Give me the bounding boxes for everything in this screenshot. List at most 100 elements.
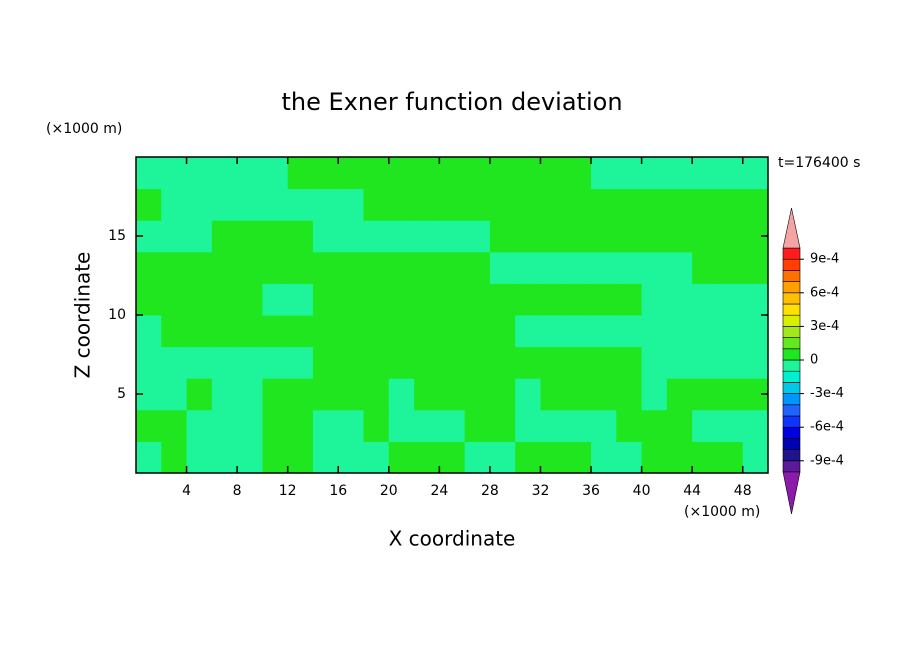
- contour-cell: [515, 188, 541, 221]
- contour-cell: [540, 346, 567, 379]
- contour-cell: [211, 441, 238, 474]
- contour-cell: [439, 409, 466, 442]
- colorbar-box: [782, 382, 801, 394]
- contour-cell: [363, 409, 390, 442]
- contour-cell: [338, 378, 365, 411]
- contour-cell: [414, 378, 440, 411]
- contour-cell: [363, 283, 390, 316]
- contour-cell: [692, 251, 718, 284]
- contour-cell: [591, 346, 617, 379]
- contour-cell: [211, 157, 238, 190]
- contour-cell: [414, 315, 440, 348]
- contour-cell: [338, 315, 365, 348]
- colorbar-box: [782, 314, 801, 327]
- contour-cell: [338, 157, 365, 190]
- contour-cell: [262, 157, 289, 190]
- contour-cell: [489, 346, 516, 379]
- contour-cell: [540, 188, 567, 221]
- contour-cell: [666, 220, 693, 253]
- colorbar-tick-label: 6e-4: [810, 285, 839, 300]
- contour-cell: [515, 315, 541, 348]
- contour-cell: [211, 378, 238, 411]
- contour-cell: [338, 346, 365, 379]
- contour-cell: [692, 346, 718, 379]
- contour-cell: [414, 346, 440, 379]
- colorbar-box: [782, 393, 801, 406]
- contour-cell: [742, 188, 769, 221]
- contour-cell: [136, 346, 162, 379]
- contour-cell: [312, 441, 339, 474]
- colorbar-box: [782, 449, 801, 462]
- x-tick-label: 4: [182, 483, 191, 499]
- contour-cell: [414, 251, 440, 284]
- contour-cell: [161, 220, 188, 253]
- contour-cell: [161, 346, 188, 379]
- contour-cell: [363, 251, 390, 284]
- contour-cell: [388, 409, 415, 442]
- contour-cell: [237, 441, 263, 474]
- contour-cell: [186, 283, 213, 316]
- contour-cell: [136, 157, 162, 190]
- contour-cell: [136, 283, 162, 316]
- contour-cell: [565, 441, 592, 474]
- contour-cell: [565, 315, 592, 348]
- contour-cell: [742, 409, 769, 442]
- contour-cell: [616, 315, 643, 348]
- contour-cell: [616, 251, 643, 284]
- colorbar-box: [782, 303, 801, 316]
- contour-cell: [388, 188, 415, 221]
- contour-cell: [312, 157, 339, 190]
- x-tick-label: 16: [329, 483, 347, 499]
- contour-cell: [287, 157, 314, 190]
- x-tick-label: 8: [233, 483, 242, 499]
- contour-cell: [439, 251, 466, 284]
- x-unit: (×1000 m): [684, 504, 760, 520]
- contour-cell: [489, 378, 516, 411]
- contour-cell: [742, 251, 769, 284]
- contour-cell: [515, 346, 541, 379]
- contour-cell: [211, 283, 238, 316]
- contour-cell: [388, 378, 415, 411]
- contour-cell: [237, 220, 263, 253]
- colorbar-box: [782, 270, 801, 282]
- contour-cell: [464, 188, 491, 221]
- contour-cell: [515, 251, 541, 284]
- contour-cell: [489, 441, 516, 474]
- contour-cell: [262, 378, 289, 411]
- contour-cell: [237, 251, 263, 284]
- contour-cell: [565, 220, 592, 253]
- contour-cell: [287, 251, 314, 284]
- contour-cell: [717, 157, 744, 190]
- contour-cell: [161, 157, 188, 190]
- x-tick-label: 12: [279, 483, 297, 499]
- colorbar: 9e-4 6e-4 3e-4 0 -3e-4 -6e-4 -9e-4: [782, 207, 844, 515]
- contour-cell: [742, 441, 769, 474]
- contour-cell: [388, 315, 415, 348]
- contour-cell: [287, 409, 314, 442]
- colorbar-box: [782, 292, 801, 305]
- colorbar-tick-label: 3e-4: [810, 319, 839, 334]
- contour-cell: [489, 157, 516, 190]
- contour-cell: [262, 409, 289, 442]
- contour-cell: [439, 378, 466, 411]
- contour-cell: [717, 220, 744, 253]
- contour-cell: [414, 157, 440, 190]
- contour-cell: [439, 220, 466, 253]
- contour-cell: [338, 220, 365, 253]
- contour-cell: [211, 188, 238, 221]
- contour-cell: [338, 283, 365, 316]
- contour-cell: [312, 220, 339, 253]
- y-tick-label: 15: [108, 228, 126, 244]
- contour-cell: [692, 188, 718, 221]
- contour-cell: [692, 315, 718, 348]
- contour-cell: [692, 441, 718, 474]
- contour-cell: [515, 409, 541, 442]
- contour-cell: [489, 251, 516, 284]
- contour-cell: [186, 157, 213, 190]
- contour-cell: [363, 441, 390, 474]
- contour-cell: [616, 220, 643, 253]
- contour-cell: [742, 315, 769, 348]
